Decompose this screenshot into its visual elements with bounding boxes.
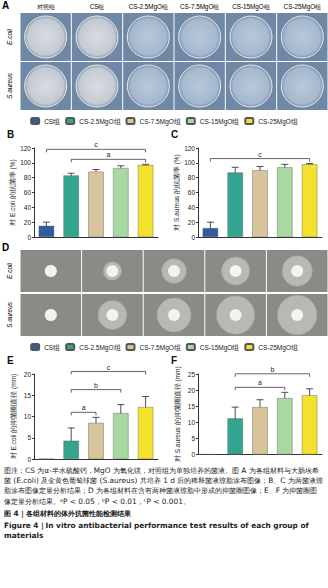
svg-text:b: b [270, 366, 274, 373]
svg-text:CS组: CS组 [90, 3, 105, 10]
svg-text:S.aureus: S.aureus [6, 301, 13, 328]
svg-text:CS-2.5MgO组: CS-2.5MgO组 [129, 3, 168, 11]
svg-text:120: 120 [184, 145, 195, 152]
svg-text:A: A [2, 0, 9, 11]
svg-text:D: D [2, 242, 9, 253]
svg-text:对照组: 对照组 [37, 3, 55, 10]
svg-text:5: 5 [27, 434, 31, 441]
html-text:图注：CS 为α-半水硫酸钙，MgO 为氧化镁，对照组为单独: 图注：CS 为α-半水硫酸钙，MgO 为氧化镁，对照组为单独培养的菌液。图 A … [4, 466, 323, 506]
svg-text:10: 10 [24, 413, 32, 420]
svg-text:CS-7.5MgO组: CS-7.5MgO组 [140, 344, 181, 352]
svg-text:80: 80 [188, 174, 196, 181]
svg-text:CS组: CS组 [44, 118, 60, 125]
svg-text:CS组: CS组 [44, 344, 60, 351]
svg-text:CS-25MgO组: CS-25MgO组 [258, 118, 298, 126]
svg-text:100: 100 [20, 159, 31, 166]
svg-text:40: 40 [188, 204, 196, 211]
svg-text:c: c [94, 141, 98, 148]
svg-text:对 E.coli 的抑菌圈直径 (mm): 对 E.coli 的抑菌圈直径 (mm) [10, 374, 18, 459]
svg-text:40: 40 [24, 204, 32, 211]
svg-text:0: 0 [191, 234, 195, 241]
svg-text:CS-25MgO组: CS-25MgO组 [258, 344, 298, 352]
svg-text:120: 120 [20, 145, 31, 152]
svg-text:CS-25MgO组: CS-25MgO组 [284, 3, 322, 11]
svg-text:b: b [94, 382, 98, 389]
svg-text:B: B [7, 129, 14, 140]
svg-text:CS-7.5MgO组: CS-7.5MgO组 [180, 3, 219, 11]
svg-text:CS-15MgO组: CS-15MgO组 [200, 344, 240, 352]
svg-text:20: 20 [24, 371, 32, 378]
svg-text:10: 10 [188, 419, 196, 426]
svg-text:0: 0 [191, 451, 195, 458]
svg-text:60: 60 [24, 189, 32, 196]
svg-text:S.aureus: S.aureus [6, 72, 13, 99]
svg-text:对 S.aureus 的抑菌圈直径 (mm): 对 S.aureus 的抑菌圈直径 (mm) [174, 366, 182, 462]
svg-text:CS-15MgO组: CS-15MgO组 [232, 3, 270, 11]
svg-text:E: E [7, 355, 14, 366]
svg-text:80: 80 [24, 174, 32, 181]
svg-text:20: 20 [24, 219, 32, 226]
svg-text:F: F [171, 355, 177, 366]
svg-text:20: 20 [188, 219, 196, 226]
svg-text:CS-2.5MgO组: CS-2.5MgO组 [79, 344, 120, 352]
svg-text:C: C [171, 129, 178, 140]
svg-text:0: 0 [27, 456, 31, 463]
svg-text:0: 0 [27, 234, 31, 241]
svg-text:c: c [258, 151, 262, 158]
html-text:图 4｜各组材料的体外抗菌性能检测结果: 图 4｜各组材料的体外抗菌性能检测结果 [4, 508, 131, 518]
svg-text:20: 20 [188, 387, 196, 394]
svg-text:对 E.coli 的抗菌率 (%): 对 E.coli 的抗菌率 (%) [9, 159, 17, 225]
svg-text:CS-7.5MgO组: CS-7.5MgO组 [140, 118, 181, 126]
svg-text:E.coli: E.coli [6, 29, 13, 45]
svg-text:对 S.aureus 的抗菌率 (%): 对 S.aureus 的抗菌率 (%) [173, 154, 181, 231]
svg-text:25: 25 [188, 371, 196, 378]
svg-text:a: a [106, 151, 110, 158]
svg-text:a: a [82, 404, 86, 411]
svg-text:15: 15 [188, 403, 196, 410]
svg-text:c: c [107, 364, 111, 371]
svg-text:60: 60 [188, 189, 196, 196]
svg-text:a: a [258, 379, 262, 386]
svg-text:CS-2.5MgO组: CS-2.5MgO组 [79, 118, 120, 126]
svg-text:E.coli: E.coli [6, 263, 13, 279]
svg-text:5: 5 [191, 435, 195, 442]
svg-text:15: 15 [24, 392, 32, 399]
svg-text:100: 100 [184, 159, 195, 166]
html-text:Figure 4｜In vitro antibacteria: Figure 4｜In vitro antibacterial performa… [4, 521, 309, 541]
svg-text:CS-15MgO组: CS-15MgO组 [200, 118, 240, 126]
